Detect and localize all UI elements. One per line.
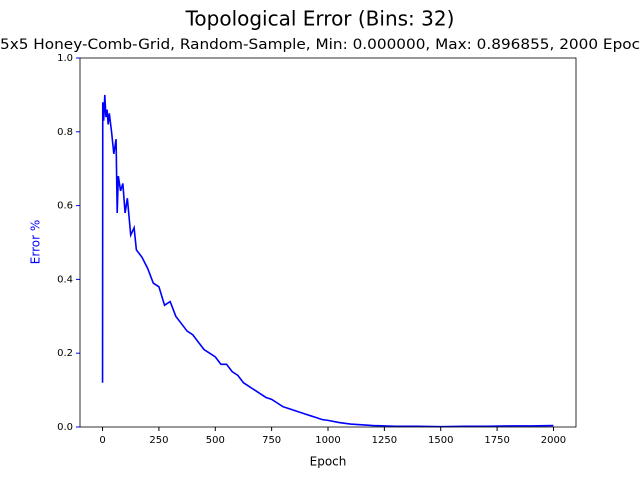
x-tick-label: 2000	[541, 435, 566, 446]
x-tick-label: 0	[99, 435, 105, 446]
x-tick-label: 1500	[428, 435, 453, 446]
chart-title: Topological Error (Bins: 32)	[185, 7, 455, 31]
x-tick-label: 1750	[484, 435, 509, 446]
x-tick-label: 500	[206, 435, 225, 446]
x-axis-label: Epoch	[310, 455, 347, 469]
y-tick-label: 0.2	[57, 348, 73, 359]
y-tick-label: 0.0	[57, 422, 73, 433]
y-tick-label: 0.8	[57, 127, 73, 138]
y-tick-label: 0.6	[57, 201, 73, 212]
line-series	[101, 94, 554, 428]
x-tick-label: 1000	[315, 435, 340, 446]
y-axis-label: Error %	[29, 220, 43, 264]
chart-subtitle: 5x5 Honey-Comb-Grid, Random-Sample, Min:…	[0, 37, 640, 53]
y-tick-label: 1.0	[57, 53, 73, 64]
x-tick-label: 1250	[372, 435, 397, 446]
y-tick-label: 0.4	[57, 274, 73, 285]
x-tick-label: 750	[262, 435, 281, 446]
axes-frame	[79, 57, 577, 428]
x-tick-label: 250	[149, 435, 168, 446]
